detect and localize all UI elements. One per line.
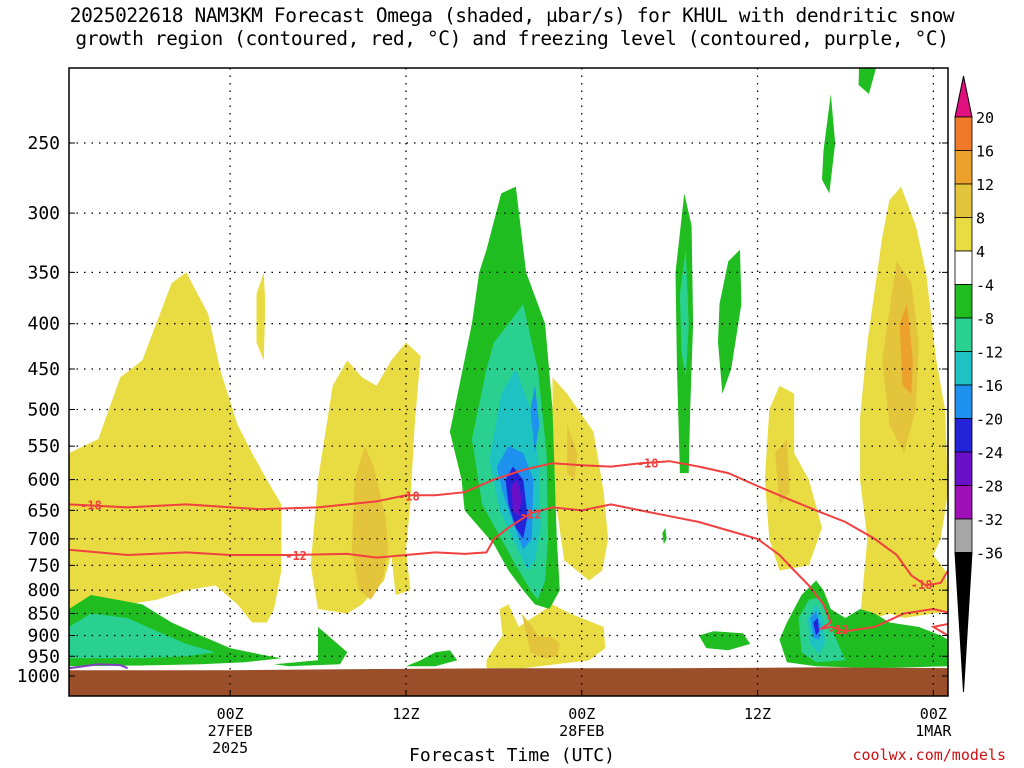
colorbar-segment [954,317,973,352]
colorbar-segment [954,250,973,285]
chart-title-line-1: 2025022618 NAM3KM Forecast Omega (shaded… [69,4,955,27]
omega-region-23 [511,479,522,517]
y-tick-label: 300 [27,203,60,224]
contour-label: -18 [911,578,933,592]
colorbar-segment [954,284,973,319]
omega-region-3 [351,446,389,600]
y-tick-label: 800 [27,580,60,601]
y-tick-label: 700 [27,529,60,550]
colorbar-segment [954,384,973,419]
y-tick-label: 400 [27,314,60,335]
omega-region-14 [274,626,348,667]
x-tick-label: 2025 [212,739,248,757]
colorbar-label: 12 [976,176,994,194]
colorbar-label: -4 [976,277,994,295]
colorbar-label: -16 [976,377,1003,395]
omega-region-26 [679,249,689,378]
omega-region-36 [662,527,667,545]
colorbar-label: -8 [976,310,994,328]
x-tick-label: 00Z [217,705,244,723]
colorbar-segment [954,485,973,520]
omega-region-35 [699,631,751,651]
contour-layer: -18 -18 -18 -18 -12 -12 -12 [69,457,948,670]
y-tick-label: 350 [27,262,60,283]
axes-layer: 2503003504004505005506006507007508008509… [17,133,953,757]
y-tick-label: 500 [27,400,60,421]
omega-shading-layer [69,68,948,669]
omega-region-12 [899,304,913,394]
chart-title-line-2: growth region (contoured, red, °C) and f… [75,27,949,50]
colorbar-label: -24 [976,444,1003,462]
y-tick-label: 550 [27,436,60,457]
omega-region-5 [567,424,578,480]
contour-label: -18 [637,457,659,471]
colorbar-label: 8 [976,210,985,228]
colorbar-label: -36 [976,545,1003,563]
terrain-layer [69,667,948,696]
colorbar-segment [954,451,973,486]
y-tick-label: 650 [27,500,60,521]
omega-region-28 [858,68,877,94]
colorbar-label: 4 [976,243,985,261]
colorbar-segment [954,116,973,151]
y-tick-label: 250 [27,133,60,154]
colorbar-segment [954,351,973,386]
omega-region-6 [486,604,606,669]
omega-region-8 [764,385,822,571]
y-tick-label: 1000 [17,666,60,687]
y-tick-label: 450 [27,359,60,380]
x-tick-label: 12Z [392,705,419,723]
omega-region-15 [406,650,458,667]
y-tick-label: 850 [27,604,60,625]
contour-label: -18 [80,498,102,512]
omega-region-29 [822,93,836,194]
omega-region-24 [530,385,540,454]
colorbar-segment [954,518,973,553]
colorbar-label: -32 [976,511,1003,529]
contour-dendritic-1 [69,503,948,641]
colorbar-segment [954,418,973,453]
omega-region-17 [69,613,216,659]
x-axis-label: Forecast Time (UTC) [409,745,615,766]
x-tick-label: 00Z [568,705,595,723]
colorbar: 20 16 12 8 4 -4 -8 -12 -16 -20 -24 -28 -32 -36 [954,75,1003,693]
x-tick-label: 1MAR [915,722,952,740]
x-tick-label: 27FEB [208,722,253,740]
colorbar-segment [954,183,973,218]
contour-label: -12 [827,623,849,637]
y-tick-label: 900 [27,625,60,646]
colorbar-under-triangle [954,552,973,693]
y-tick-label: 750 [27,555,60,576]
contour-dendritic-0 [69,460,948,587]
colorbar-segment [954,150,973,185]
contour-label: -12 [285,549,307,563]
credit-link[interactable]: coolwx.com/models [852,746,1006,764]
x-tick-label: 00Z [920,705,947,723]
contour-freezing-2 [69,663,128,670]
colorbar-over-triangle [954,75,973,118]
plot-frame [68,67,949,697]
x-tick-label: 12Z [744,705,771,723]
omega-region-1 [256,272,266,361]
contour-label: -18 [398,489,420,503]
omega-region-27 [718,249,742,394]
colorbar-label: -28 [976,478,1003,496]
omega-region-0 [69,272,282,623]
y-tick-label: 950 [27,646,60,667]
colorbar-label: 16 [976,143,994,161]
colorbar-segment [954,217,973,252]
omega-region-7 [521,613,560,659]
contour-label: -12 [520,507,542,521]
colorbar-label: -20 [976,411,1003,429]
omega-region-34 [813,618,820,636]
colorbar-label: 20 [976,109,994,127]
x-tick-label: 28FEB [559,722,604,740]
y-tick-label: 600 [27,470,60,491]
chart-title: 2025022618 NAM3KM Forecast Omega (shaded… [0,4,1024,50]
omega-region-9 [775,439,790,505]
terrain-fill [69,667,948,696]
omega-region-11 [882,261,919,454]
colorbar-label: -12 [976,344,1003,362]
